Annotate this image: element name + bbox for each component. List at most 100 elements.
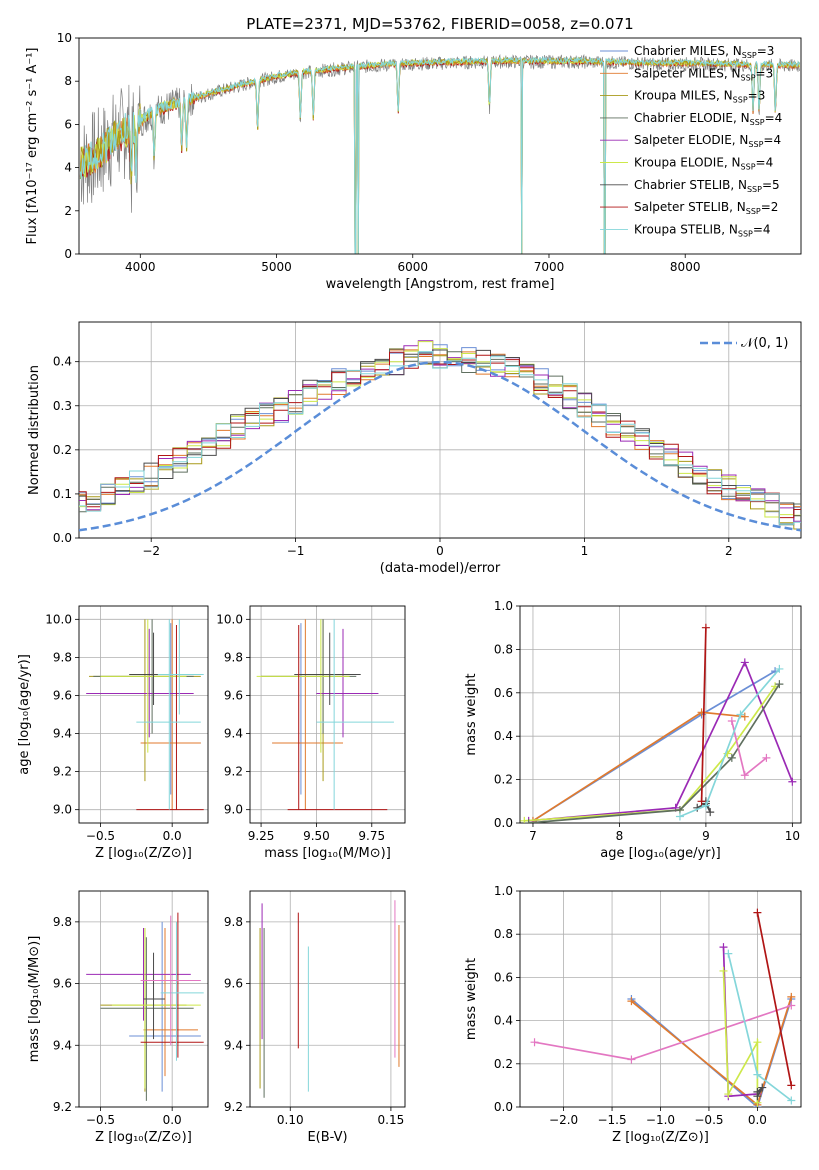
x-tick-label: 9.25 [248,829,275,843]
y-tick-label: 0.6 [494,686,513,700]
plot-frame [519,605,802,824]
gaussian-reference-curve [79,360,801,532]
legend-text: Kroupa ELODIE, N [634,156,741,170]
plot-frame [78,890,209,1108]
x-tick-label: −2 [142,544,160,558]
y-tick-label: 1.0 [494,599,513,613]
series-line-stelib_kroupa [679,668,781,818]
legend-subscript: SSP [733,96,748,105]
y-tick-label: 0.0 [494,1100,513,1114]
age-vs-massweight-panel: 7 8 9 10 0.0 0.2 0.4 0.6 0.8 1.0 age [log₁₀(age/yr… [464,599,802,861]
legend-text: Chabrier STELIB, N [634,178,747,192]
y-tick-label: 8 [64,74,72,88]
y-tick-label: 0.4 [494,1014,513,1028]
legend-subscript: SSP [750,118,765,127]
legend-count: =4 [753,222,771,236]
legend-subscript: SSP [741,163,756,172]
plot-frame [249,605,406,824]
errorbar-area [256,619,394,811]
plus-marker [520,816,529,823]
y-tick-label: 0.2 [53,443,72,457]
plus-marker [787,992,796,1001]
x-axis-label: wavelength [Angstrom, rest frame] [326,277,555,292]
plus-marker [627,1055,636,1064]
plus-marker [788,777,797,786]
plus-marker [701,623,710,632]
plus-marker [675,812,684,821]
x-tick-label: −1.5 [597,1113,626,1127]
y-tick-label: 0 [64,247,72,261]
y-tick-label: 0.8 [494,927,513,941]
y-tick-label: 0.1 [53,487,72,501]
x-tick-label: 9 [702,829,710,843]
x-tick-label: 0.0 [748,1113,767,1127]
series-line-elodie_salpeter [528,660,794,822]
figure-title: PLATE=2371, MJD=53762, FIBERID=0058, z=0… [246,15,633,33]
legend-count: =4 [763,133,781,147]
x-tick-label: 2 [725,544,733,558]
x-axis-label: Z [log₁₀(Z/Z⊙)] [95,846,192,861]
y-axis-label: mass [log₁₀(M/M⊙)] [27,936,42,1063]
plus-marker [787,1096,796,1105]
y-tick-label: 9.8 [224,915,243,929]
legend-count: =4 [765,111,783,125]
y-tick-label: 9.6 [224,977,243,991]
series-line-stelib_salpeter [756,912,793,1086]
y-tick-label: 10 [57,31,72,45]
legend-text: Chabrier MILES, N [634,44,742,58]
y-tick-label: 9.4 [224,1038,243,1052]
plus-marker [775,680,784,689]
plus-marker [787,1001,796,1010]
plus-marker [775,664,784,673]
series-line-elodie_kroupa [524,685,776,822]
x-tick-label: 8000 [670,260,701,274]
plus-marker [724,1090,733,1099]
y-tick-label: 9.2 [53,1100,72,1114]
plus-marker [627,997,636,1006]
legend-count: =2 [761,200,779,214]
y-tick-label: 9.4 [53,727,72,741]
legend-label: Salpeter ELODIE, NSSP=4 [634,133,781,149]
y-tick-label: 9.0 [224,803,243,817]
y-tick-label: 0.0 [494,816,513,830]
y-tick-label: 4 [64,161,72,175]
y-axis-label: mass weight [464,673,479,755]
legend-label: Kroupa ELODIE, NSSP=4 [634,156,773,172]
y-tick-label: 0.0 [53,531,72,545]
y-tick-label: 0.8 [494,642,513,656]
errorbar-area [86,619,204,811]
plus-marker [724,949,733,958]
legend-subscript: SSP [738,229,753,238]
x-axis-label: Z [log₁₀(Z/Z⊙)] [612,1130,709,1145]
y-tick-label: 9.8 [53,650,72,664]
y-tick-label: 0.4 [494,729,513,743]
ebv-vs-mass-panel: 0.10 0.15 9.2 9.4 9.6 9.8 E(B-V) [224,890,406,1145]
legend-text: Kroupa MILES, N [634,89,733,103]
y-axis-label: Normed distribution [27,365,42,495]
x-tick-label: 4000 [125,260,156,274]
y-tick-label: 1.0 [494,884,513,898]
legend-text: Salpeter ELODIE, N [634,133,748,147]
y-axis-label: age [log₁₀(age/yr)] [17,654,32,775]
plus-marker [697,797,706,806]
mass-vs-age-panel: 9.25 9.50 9.75 9.0 9.2 9.4 9.6 9.8 10.0 mass [log… [216,605,406,861]
y-axis-label: Flux [fλ10⁻¹⁷ erg cm⁻² s⁻¹ A⁻¹] [25,48,40,245]
y-tick-label: 0.6 [494,970,513,984]
y-tick-label: 9.4 [53,1038,72,1052]
y-tick-label: 9.2 [224,765,243,779]
x-tick-label: −1.0 [646,1113,675,1127]
x-tick-label: 0.10 [277,1113,304,1127]
y-tick-label: 2 [64,204,72,218]
spectrum-plot-area [79,53,801,254]
plus-marker [787,1081,796,1090]
z-vs-massweight-panel: −2.0 −1.5 −1.0 −0.5 0.0 0.0 0.2 0.4 0.6 0.8 1.0 Z [… [464,884,802,1145]
y-tick-label: 10.0 [216,612,243,626]
x-tick-label: 7 [529,829,537,843]
legend-text: Salpeter MILES, N [634,66,741,80]
histogram-area [79,340,801,532]
legend-label: Salpeter MILES, NSSP=3 [634,66,773,82]
plus-marker [740,712,749,721]
histogram-series-stelib_kroupa [79,351,801,525]
x-axis-label: Z [log₁₀(Z/Z⊙)] [95,1130,192,1145]
plot-frame [78,605,209,824]
